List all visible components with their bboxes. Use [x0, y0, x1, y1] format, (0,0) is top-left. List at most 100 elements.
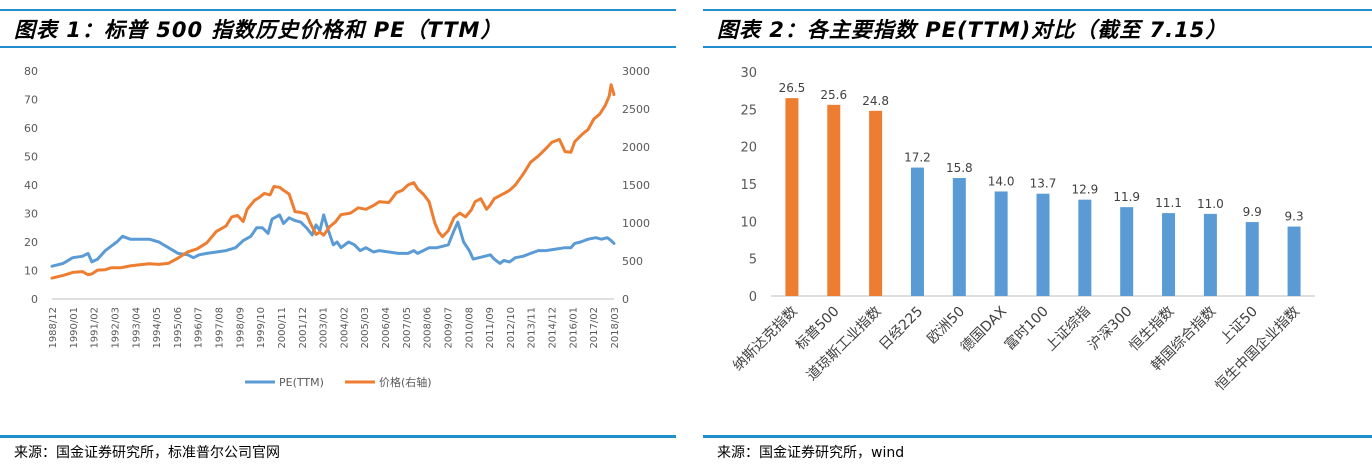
chart-title: 图表 1：标普 500 指数历史价格和 PE（TTM）	[14, 18, 503, 42]
legend-label-0: PE(TTM)	[279, 376, 324, 389]
footer-rule	[703, 435, 1372, 438]
line-chart-sp500: 0 10 20 30 40 50 60 70 80 0 500 1000 1500 2000 2500 300…	[24, 65, 650, 389]
bar	[827, 104, 841, 296]
x-tick-label: 1994/05	[152, 307, 163, 349]
bar	[1287, 226, 1301, 296]
x-tick-label: 1999/10	[256, 307, 267, 349]
bar-value-label: 15.8	[946, 161, 973, 175]
x-tick-label: 2018/03	[610, 307, 621, 349]
bar-value-label: 14.0	[988, 174, 1015, 188]
y-right-tick-label: 0	[622, 293, 629, 306]
y-right-tick-label: 1500	[622, 179, 650, 192]
x-tick-label: 2016/01	[568, 307, 579, 349]
x-tick-label: 2008/06	[423, 307, 434, 349]
chart-title: 图表 2：各主要指数 PE(TTM)对比（截至 7.15）	[717, 18, 1228, 42]
x-tick-label: 2012/10	[506, 307, 517, 349]
y-left-tick-label: 30	[24, 208, 38, 221]
title-rule-bottom	[0, 46, 676, 48]
x-tick-label: 1993/04	[131, 307, 142, 349]
y-left-tick-label: 70	[24, 94, 38, 107]
bar-chart-pe-compare: 05101520253026.5纳斯达克指数25.6标普50024.8道琼斯工业…	[730, 66, 1315, 394]
bar	[1203, 213, 1217, 296]
x-tick-label: 2011/09	[485, 307, 496, 349]
x-tick-label: 1992/03	[110, 307, 121, 349]
x-tick-label: 1988/12	[48, 307, 59, 349]
y-left-tick-label: 40	[24, 179, 38, 192]
x-tick-label: 2014/12	[548, 307, 559, 349]
x-category-label: 纳斯达克指数	[730, 304, 801, 375]
bar-value-label: 13.7	[1030, 177, 1057, 191]
y-right-tick-label: 1000	[622, 217, 650, 230]
bar-value-label: 17.2	[904, 151, 931, 165]
bar-value-label: 11.1	[1155, 196, 1182, 210]
x-tick-label: 2013/11	[527, 307, 538, 349]
bar-value-label: 25.6	[820, 88, 847, 102]
x-category-label: 道琼斯工业指数	[804, 304, 885, 385]
bar	[994, 191, 1008, 296]
x-tick-label: 2003/01	[319, 307, 330, 349]
x-tick-label: 1998/09	[235, 307, 246, 349]
y-right-tick-label: 3000	[622, 65, 650, 78]
x-tick-label: 2000/11	[277, 307, 288, 349]
bar-value-label: 11.0	[1197, 197, 1224, 211]
y-left-tick-label: 50	[24, 151, 38, 164]
series-line-1	[50, 83, 616, 280]
x-tick-label: 2009/07	[443, 307, 454, 349]
x-tick-label: 2010/08	[464, 307, 475, 349]
bar-value-label: 9.9	[1243, 205, 1262, 219]
bar	[910, 167, 924, 296]
x-tick-label: 2007/05	[402, 307, 413, 349]
y-left-tick-label: 60	[24, 122, 38, 135]
bar	[1078, 199, 1092, 296]
y-left-tick-label: 20	[24, 236, 38, 249]
chart-source: 来源：国金证券研究所，标准普尔公司官网	[14, 445, 280, 461]
bar-value-label: 9.3	[1285, 210, 1304, 224]
title-rule-top	[0, 9, 676, 11]
footer-rule	[0, 435, 676, 438]
bar-value-label: 24.8	[862, 94, 889, 108]
bar-value-label: 11.9	[1113, 190, 1140, 204]
y-tick-label: 10	[740, 215, 757, 230]
y-left-tick-label: 0	[31, 293, 38, 306]
title-rule-bottom	[703, 46, 1372, 48]
title-rule-top	[703, 9, 1372, 11]
bar-value-label: 26.5	[779, 81, 806, 95]
bar	[785, 98, 799, 296]
x-tick-label: 2006/04	[381, 307, 392, 349]
chart-source: 来源：国金证券研究所，wind	[717, 445, 905, 461]
y-left-tick-label: 80	[24, 65, 38, 78]
bar	[1036, 193, 1050, 296]
y-tick-label: 15	[740, 178, 757, 193]
chart-panel-pe-compare: 图表 2：各主要指数 PE(TTM)对比（截至 7.15） 0 5 10 15 20 25…	[703, 0, 1372, 473]
x-tick-label: 2017/02	[589, 307, 600, 349]
y-tick-label: 30	[740, 66, 757, 81]
x-tick-label: 1996/07	[194, 307, 205, 349]
x-tick-label: 1997/08	[215, 307, 226, 349]
y-left-tick-label: 10	[24, 265, 38, 278]
y-tick-label: 5	[749, 253, 757, 268]
x-category-label: 日经225	[876, 304, 926, 354]
y-tick-label: 20	[740, 141, 757, 156]
y-tick-label: 0	[749, 290, 757, 305]
x-tick-label: 1995/06	[173, 307, 184, 349]
y-right-tick-label: 2500	[622, 103, 650, 116]
y-right-tick-label: 2000	[622, 141, 650, 154]
chart-panel-sp500: 图表 1：标普 500 指数历史价格和 PE（TTM） 0 10 20 30 40 50 6…	[0, 0, 676, 473]
x-tick-label: 1990/01	[69, 307, 80, 349]
y-tick-label: 25	[740, 103, 757, 118]
x-tick-label: 2004/02	[339, 307, 350, 349]
series-line-0	[50, 213, 616, 268]
x-tick-label: 2005/03	[360, 307, 371, 349]
x-category-label: 上证综指	[1043, 304, 1094, 355]
bar	[1120, 207, 1134, 296]
x-tick-label: 1991/02	[90, 307, 101, 349]
legend-label-1: 价格(右轴)	[379, 375, 432, 389]
x-tick-label: 2001/12	[298, 307, 309, 349]
bar-value-label: 12.9	[1071, 183, 1098, 197]
bar	[1162, 213, 1176, 296]
bar	[869, 110, 883, 297]
bar	[1245, 222, 1259, 296]
y-right-tick-label: 500	[622, 255, 643, 268]
x-category-label: 德国DAX	[958, 303, 1010, 355]
bar	[952, 178, 966, 296]
